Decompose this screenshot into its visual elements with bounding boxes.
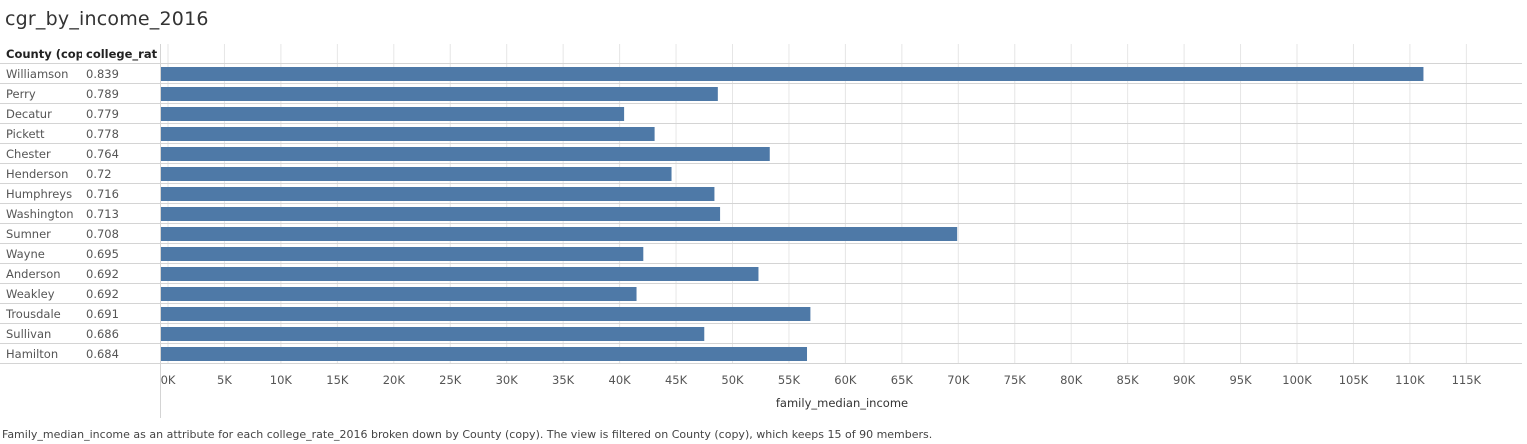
row-label-county[interactable]: Sullivan xyxy=(6,327,52,341)
row-label-county[interactable]: Weakley xyxy=(6,287,55,301)
row-label-county[interactable]: Williamson xyxy=(6,67,69,81)
x-tick-label: 35K xyxy=(552,373,575,387)
x-tick-label: 85K xyxy=(1117,373,1140,387)
row-label-college-rate[interactable]: 0.708 xyxy=(86,227,119,241)
column-header-college-rate[interactable]: college_rat.. xyxy=(86,47,158,61)
row-label-county[interactable]: Hamilton xyxy=(6,347,59,361)
row-label-college-rate[interactable]: 0.789 xyxy=(86,87,119,101)
row-label-county[interactable]: Perry xyxy=(6,87,36,101)
row-label-county[interactable]: Anderson xyxy=(6,267,61,281)
row-label-county[interactable]: Wayne xyxy=(6,247,45,261)
row-label-college-rate[interactable]: 0.779 xyxy=(86,107,119,121)
bar-pickett[interactable] xyxy=(161,127,655,141)
x-tick-label: 75K xyxy=(1004,373,1027,387)
x-tick-label: 60K xyxy=(834,373,857,387)
x-tick-label: 100K xyxy=(1282,373,1312,387)
bar-henderson[interactable] xyxy=(161,167,672,181)
bar-sullivan[interactable] xyxy=(161,327,705,341)
row-label-county[interactable]: Chester xyxy=(6,147,51,161)
row-label-county[interactable]: Pickett xyxy=(6,127,45,141)
row-label-college-rate[interactable]: 0.778 xyxy=(86,127,119,141)
x-axis-title: family_median_income xyxy=(776,396,908,410)
x-tick-label: 30K xyxy=(496,373,519,387)
bar-williamson[interactable] xyxy=(161,67,1424,81)
row-label-college-rate[interactable]: 0.713 xyxy=(86,207,119,221)
x-tick-label: 40K xyxy=(609,373,632,387)
x-tick-label: 90K xyxy=(1173,373,1196,387)
x-tick-label: 105K xyxy=(1339,373,1369,387)
row-label-college-rate[interactable]: 0.72 xyxy=(86,167,112,181)
x-tick-label: 95K xyxy=(1229,373,1252,387)
row-label-college-rate[interactable]: 0.691 xyxy=(86,307,119,321)
row-label-college-rate[interactable]: 0.839 xyxy=(86,67,119,81)
bar-washington[interactable] xyxy=(161,207,721,221)
row-label-college-rate[interactable]: 0.692 xyxy=(86,267,119,281)
x-tick-label: 25K xyxy=(439,373,462,387)
x-tick-label: 15K xyxy=(326,373,349,387)
x-tick-label: 55K xyxy=(778,373,801,387)
row-label-college-rate[interactable]: 0.764 xyxy=(86,147,119,161)
row-label-college-rate[interactable]: 0.686 xyxy=(86,327,119,341)
chart-title: cgr_by_income_2016 xyxy=(5,8,209,30)
bar-wayne[interactable] xyxy=(161,247,644,261)
bar-chart: 0K 5K 10K 15K 20K 25K 30K 35K 40K 45K 50K 55K 60K 65K… xyxy=(0,44,1522,418)
bar-perry[interactable] xyxy=(161,87,718,101)
x-tick-label: 20K xyxy=(383,373,406,387)
bar-sumner[interactable] xyxy=(161,227,958,241)
column-header-county[interactable]: County (cop.. xyxy=(6,47,82,61)
bar-chester[interactable] xyxy=(161,147,770,161)
row-label-college-rate[interactable]: 0.684 xyxy=(86,347,119,361)
x-tick-label: 0K xyxy=(161,373,176,387)
row-label-college-rate[interactable]: 0.716 xyxy=(86,187,119,201)
chart-caption: Family_median_income as an attribute for… xyxy=(2,428,933,441)
bar-decatur[interactable] xyxy=(161,107,625,121)
row-label-college-rate[interactable]: 0.695 xyxy=(86,247,119,261)
bar-hamilton[interactable] xyxy=(161,347,808,361)
x-tick-label: 45K xyxy=(665,373,688,387)
x-tick-label: 50K xyxy=(721,373,744,387)
bar-humphreys[interactable] xyxy=(161,187,715,201)
x-tick-label: 65K xyxy=(891,373,914,387)
x-tick-label: 110K xyxy=(1395,373,1425,387)
x-tick-label: 5K xyxy=(217,373,232,387)
bar-anderson[interactable] xyxy=(161,267,759,281)
row-label-county[interactable]: Washington xyxy=(6,207,74,221)
row-label-county[interactable]: Humphreys xyxy=(6,187,73,201)
x-tick-label: 70K xyxy=(947,373,970,387)
x-tick-label: 10K xyxy=(270,373,293,387)
x-tick-label: 115K xyxy=(1452,373,1482,387)
row-label-college-rate[interactable]: 0.692 xyxy=(86,287,119,301)
bar-weakley[interactable] xyxy=(161,287,637,301)
row-label-county[interactable]: Sumner xyxy=(6,227,51,241)
row-label-county[interactable]: Henderson xyxy=(6,167,69,181)
bar-trousdale[interactable] xyxy=(161,307,811,321)
x-tick-label: 80K xyxy=(1060,373,1083,387)
row-label-county[interactable]: Decatur xyxy=(6,107,52,121)
row-label-county[interactable]: Trousdale xyxy=(6,307,61,321)
